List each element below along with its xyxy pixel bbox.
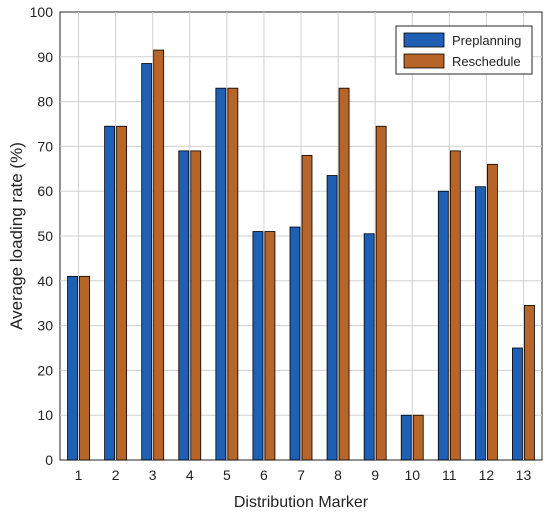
legend-swatch-preplanning [403, 32, 445, 48]
bar-reschedule-11 [449, 150, 461, 461]
legend: Preplanning Reschedule [395, 25, 533, 75]
y-tick-label: 100 [30, 4, 54, 20]
bar-reschedule-1 [79, 275, 90, 461]
bar-reschedule-7 [301, 154, 313, 461]
x-axis-ticks: 1 2 3 4 5 6 7 8 9 10 11 12 13 [75, 467, 532, 483]
x-tick-label: 7 [297, 467, 305, 483]
x-tick-label: 3 [149, 467, 157, 483]
x-tick-label: 11 [442, 467, 457, 483]
bar-preplanning-4 [178, 150, 190, 461]
x-tick-label: 1 [75, 467, 83, 483]
y-tick-label: 70 [37, 138, 53, 154]
bar-reschedule-8 [338, 87, 350, 461]
x-tick-label: 2 [112, 467, 120, 483]
y-tick-label: 40 [37, 273, 53, 289]
bar-reschedule-4 [190, 150, 202, 461]
y-tick-label: 90 [37, 49, 53, 65]
legend-label-preplanning: Preplanning [452, 33, 521, 48]
x-tick-label: 6 [260, 467, 268, 483]
bar-preplanning-7 [289, 226, 301, 461]
bar-preplanning-11 [437, 190, 449, 461]
bar-preplanning-8 [326, 175, 338, 461]
bars [67, 49, 535, 461]
y-tick-label: 20 [37, 362, 53, 378]
y-tick-label: 10 [37, 407, 53, 423]
bar-reschedule-10 [412, 414, 424, 461]
y-axis-label: Average loading rate (%) [7, 142, 26, 330]
y-tick-label: 0 [45, 452, 53, 468]
bar-reschedule-6 [264, 231, 276, 461]
bar-preplanning-13 [512, 347, 523, 461]
x-tick-label: 4 [186, 467, 194, 483]
bar-reschedule-13 [524, 305, 535, 461]
bar-reschedule-9 [375, 125, 387, 461]
x-tick-label: 13 [516, 467, 532, 483]
bar-reschedule-3 [153, 49, 165, 461]
x-tick-label: 10 [404, 467, 420, 483]
bar-reschedule-5 [227, 87, 239, 461]
bar-preplanning-10 [400, 414, 412, 461]
bar-preplanning-9 [363, 233, 375, 461]
x-tick-label: 5 [223, 467, 231, 483]
x-tick-label: 8 [334, 467, 342, 483]
y-tick-label: 30 [37, 318, 53, 334]
bar-preplanning-2 [104, 125, 116, 461]
y-tick-label: 50 [37, 228, 53, 244]
bar-preplanning-1 [67, 275, 78, 461]
bar-preplanning-12 [474, 186, 486, 461]
grid-lines [60, 12, 542, 460]
bar-preplanning-5 [215, 87, 227, 461]
x-tick-label: 9 [371, 467, 379, 483]
y-tick-label: 80 [37, 94, 53, 110]
bar-reschedule-12 [486, 163, 498, 461]
bar-reschedule-2 [116, 125, 128, 461]
bar-preplanning-6 [252, 231, 264, 461]
y-axis-ticks: 0 10 20 30 40 50 60 70 80 90 100 [30, 4, 54, 468]
bar-preplanning-3 [141, 63, 153, 461]
y-tick-label: 60 [37, 183, 53, 199]
legend-label-reschedule: Reschedule [452, 54, 521, 69]
x-axis-label: Distribution Marker [234, 494, 369, 511]
x-tick-label: 12 [479, 467, 495, 483]
legend-swatch-reschedule [403, 53, 445, 69]
